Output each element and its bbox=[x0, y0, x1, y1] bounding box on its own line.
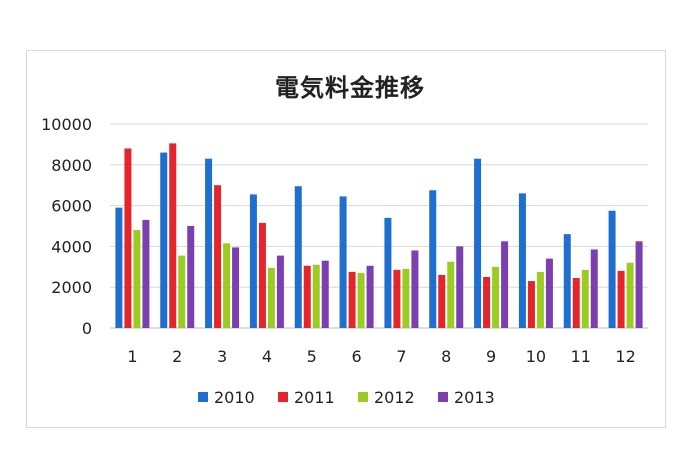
bar-2011-7 bbox=[393, 269, 401, 328]
bar-2013-11 bbox=[590, 249, 598, 328]
bar-2013-5 bbox=[321, 260, 329, 328]
bar-2010-8 bbox=[429, 190, 437, 328]
legend-label-2011: 2011 bbox=[294, 388, 335, 407]
legend-label-2010: 2010 bbox=[214, 388, 255, 407]
bar-2012-11 bbox=[581, 269, 589, 328]
x-tick-label: 9 bbox=[486, 347, 496, 366]
bar-2013-8 bbox=[456, 246, 464, 328]
x-tick-label: 1 bbox=[127, 347, 137, 366]
bar-2013-1 bbox=[142, 219, 150, 328]
bar-2012-6 bbox=[357, 272, 365, 328]
bar-2013-12 bbox=[635, 241, 643, 328]
bar-2013-2 bbox=[187, 226, 195, 328]
y-tick-label: 6000 bbox=[51, 197, 92, 216]
bar-2012-3 bbox=[223, 243, 231, 328]
bar-2010-5 bbox=[294, 186, 302, 328]
bar-2010-7 bbox=[384, 217, 392, 328]
bar-2011-10 bbox=[527, 281, 535, 328]
legend-swatch-2010 bbox=[198, 392, 208, 402]
x-tick-label: 10 bbox=[526, 347, 546, 366]
bar-2011-12 bbox=[617, 270, 625, 328]
x-tick-label: 7 bbox=[396, 347, 406, 366]
x-tick-label: 11 bbox=[571, 347, 591, 366]
bar-2012-8 bbox=[447, 261, 455, 328]
bar-2010-11 bbox=[563, 234, 571, 328]
legend-swatch-2013 bbox=[438, 392, 448, 402]
bar-2013-10 bbox=[545, 258, 553, 328]
bar-2013-3 bbox=[232, 247, 240, 328]
bar-2011-8 bbox=[438, 274, 446, 328]
bar-2010-6 bbox=[339, 196, 347, 328]
legend-label-2012: 2012 bbox=[374, 388, 415, 407]
y-tick-label: 4000 bbox=[51, 237, 92, 256]
bar-2013-9 bbox=[501, 241, 509, 328]
bar-2011-1 bbox=[124, 148, 132, 328]
y-tick-label: 2000 bbox=[51, 278, 92, 297]
bar-2010-1 bbox=[115, 207, 123, 328]
bar-2011-6 bbox=[348, 271, 356, 328]
bar-2013-4 bbox=[276, 255, 284, 328]
bar-2010-10 bbox=[518, 193, 526, 328]
bar-2012-5 bbox=[312, 264, 320, 328]
bar-2012-12 bbox=[626, 262, 634, 328]
bar-2012-2 bbox=[178, 255, 186, 328]
bar-2011-4 bbox=[258, 222, 266, 328]
legend-swatch-2012 bbox=[358, 392, 368, 402]
bar-2013-6 bbox=[366, 265, 374, 328]
legend-swatch-2011 bbox=[278, 392, 288, 402]
bar-2012-7 bbox=[402, 268, 410, 328]
bar-2011-11 bbox=[572, 278, 580, 328]
bar-2011-2 bbox=[169, 143, 177, 328]
bar-2012-9 bbox=[492, 266, 500, 328]
y-tick-label: 8000 bbox=[51, 156, 92, 175]
bar-2013-7 bbox=[411, 250, 419, 328]
x-tick-label: 4 bbox=[262, 347, 272, 366]
bar-2012-1 bbox=[133, 230, 141, 328]
bar-2012-10 bbox=[536, 271, 544, 328]
x-tick-label: 3 bbox=[217, 347, 227, 366]
x-tick-label: 5 bbox=[307, 347, 317, 366]
x-tick-label: 6 bbox=[351, 347, 361, 366]
x-tick-label: 8 bbox=[441, 347, 451, 366]
bar-2011-5 bbox=[303, 265, 311, 328]
bar-2010-3 bbox=[205, 158, 213, 328]
y-tick-label: 0 bbox=[82, 319, 92, 338]
legend-label-2013: 2013 bbox=[454, 388, 495, 407]
x-tick-label: 12 bbox=[615, 347, 635, 366]
bar-2010-12 bbox=[608, 210, 616, 328]
bar-2012-4 bbox=[267, 267, 275, 328]
bar-2010-4 bbox=[249, 194, 257, 328]
bar-2011-3 bbox=[214, 185, 222, 328]
bar-2010-9 bbox=[474, 158, 482, 328]
bar-2011-9 bbox=[483, 277, 491, 328]
y-tick-label: 10000 bbox=[41, 115, 92, 134]
x-tick-label: 2 bbox=[172, 347, 182, 366]
bar-2010-2 bbox=[160, 152, 168, 328]
chart-title: 電気料金推移 bbox=[275, 74, 425, 102]
